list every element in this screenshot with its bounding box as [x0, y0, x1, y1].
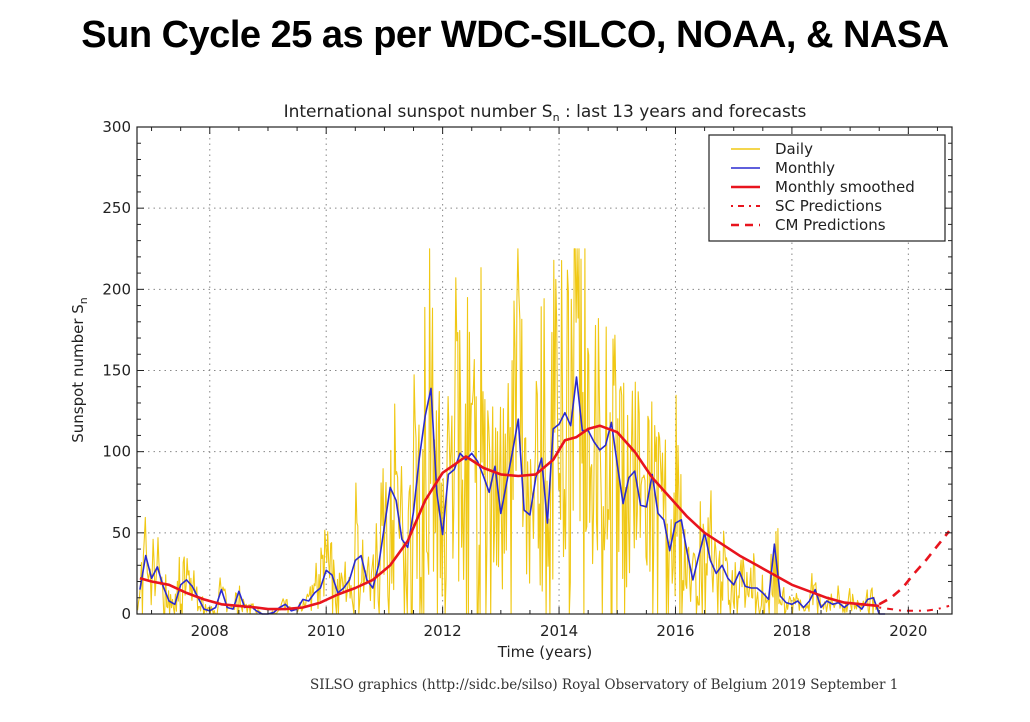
- legend-label-sc-predictions: SC Predictions: [775, 197, 882, 215]
- x-tick-label: 2018: [773, 622, 811, 640]
- y-tick-label: 300: [102, 118, 131, 136]
- page-headline: Sun Cycle 25 as per WDC-SILCO, NOAA, & N…: [81, 14, 949, 56]
- chart-title: International sunspot number Sn : last 1…: [284, 102, 807, 124]
- x-tick-label: 2020: [889, 622, 927, 640]
- y-tick-label: 250: [102, 199, 131, 217]
- legend-label-smoothed: Monthly smoothed: [775, 178, 915, 196]
- x-axis-label: Time (years): [497, 643, 592, 661]
- x-tick-label: 2012: [424, 622, 462, 640]
- legend-label-daily: Daily: [775, 140, 813, 158]
- legend: Daily Monthly Monthly smoothed SC Predic…: [708, 134, 946, 242]
- y-axis-label: Sunspot number Sn: [69, 297, 90, 443]
- x-tick-label: 2010: [307, 622, 345, 640]
- y-tick-label: 0: [121, 605, 131, 623]
- legend-label-cm-predictions: CM Predictions: [775, 216, 886, 234]
- credit-line: SILSO graphics (http://sidc.be/silso) Ro…: [310, 677, 899, 693]
- y-tick-label: 100: [102, 443, 131, 461]
- y-tick-label: 150: [102, 362, 131, 380]
- legend-label-monthly: Monthly: [775, 159, 835, 177]
- x-tick-label: 2008: [191, 622, 229, 640]
- x-tick-label: 2016: [656, 622, 694, 640]
- y-tick-label: 50: [112, 524, 131, 542]
- y-tick-label: 200: [102, 280, 131, 298]
- smoothed-line: [139, 424, 880, 611]
- x-tick-label: 2014: [540, 622, 578, 640]
- axis-ticks: 2008 2010 2012 2014 2016 2018 2020 0 50 100 150 200…: [102, 118, 952, 640]
